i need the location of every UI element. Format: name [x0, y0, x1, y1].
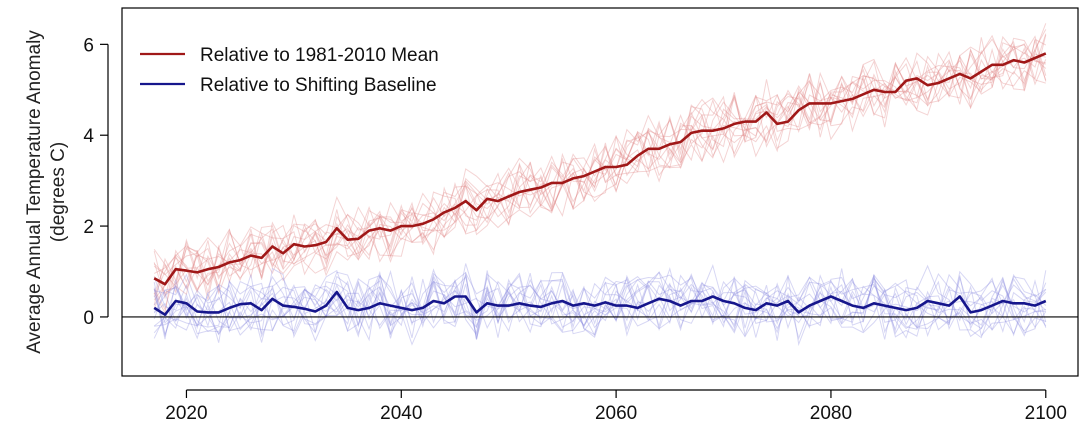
y-tick-label: 2: [83, 217, 94, 238]
ensemble-members-layer: [153, 23, 1047, 347]
ensemble-member-line: [153, 39, 1047, 296]
series-line-fixed-baseline: [153, 52, 1047, 286]
ensemble-member-line: [153, 23, 1047, 297]
plot-frame: [121, 7, 1079, 377]
ensemble-member-line: [153, 29, 1047, 301]
x-tick-label: 2020: [165, 403, 207, 424]
ensemble-member-line: [153, 47, 1047, 293]
y-axis: 0 2 4 6: [83, 35, 109, 329]
legend-label: Relative to 1981-2010 Mean: [200, 45, 439, 66]
ensemble-member-line: [153, 272, 1047, 339]
x-tick-label: 2040: [380, 403, 422, 424]
x-tick-label: 2100: [1025, 403, 1067, 424]
y-tick-label: 4: [83, 126, 94, 147]
legend-label: Relative to Shifting Baseline: [200, 75, 437, 96]
y-tick-label: 6: [83, 35, 94, 56]
ensemble-member-line: [153, 33, 1047, 294]
ensemble-member-line: [153, 268, 1047, 343]
ensemble-member-line: [153, 35, 1046, 296]
y-axis-units: (degrees C): [48, 142, 69, 242]
ensemble-member-line: [153, 271, 1047, 343]
x-tick-label: 2080: [810, 403, 852, 424]
x-axis: 2020 2040 2060 2080 2100: [165, 389, 1067, 424]
ensemble-member-line: [153, 274, 1046, 340]
ensemble-member-line: [154, 273, 1047, 333]
ensemble-member-line: [153, 269, 1046, 346]
series-line-shifting-baseline: [153, 290, 1047, 317]
ensemble-member-line: [153, 42, 1047, 300]
y-axis-title: Average Annual Temperature Anomaly: [24, 30, 45, 354]
ensemble-member-line: [153, 34, 1047, 295]
ensemble-member-line: [153, 270, 1046, 338]
y-tick-label: 0: [83, 308, 94, 329]
x-tick-label: 2060: [595, 403, 637, 424]
ensemble-member-line: [153, 38, 1046, 309]
ensemble-member-line: [153, 263, 1047, 340]
legend: Relative to 1981-2010 Mean Relative to Sh…: [140, 45, 439, 96]
ensemble-member-line: [154, 264, 1047, 347]
ensemble-member-line: [153, 269, 1047, 338]
ensemble-mean-layer: [153, 52, 1047, 317]
